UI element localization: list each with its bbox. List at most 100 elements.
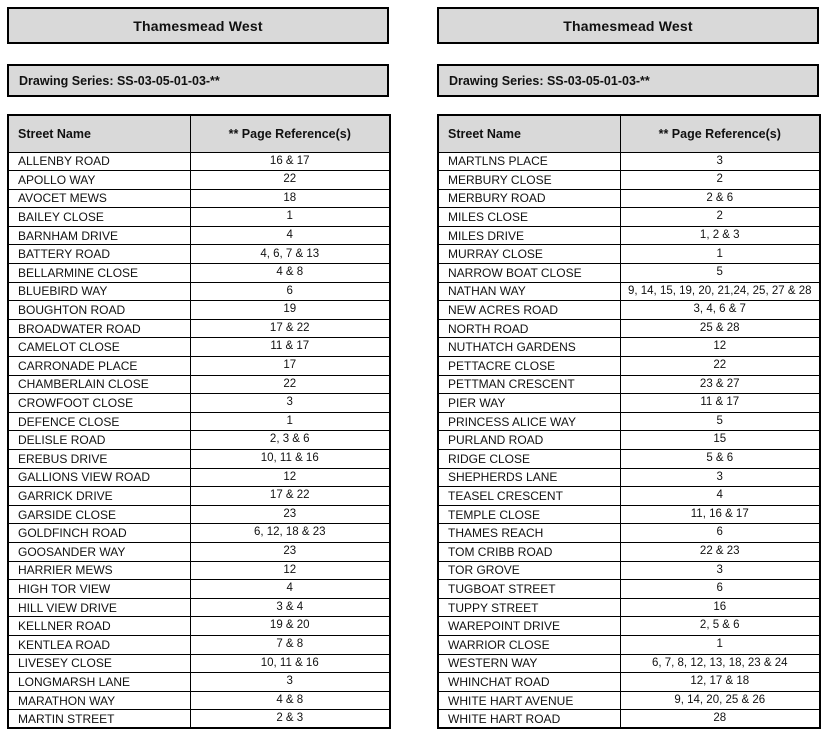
table-header-row: Street Name ** Page Reference(s)	[437, 114, 821, 153]
street-name-cell: MARATHON WAY	[7, 690, 191, 711]
column-header-street-name: Street Name	[437, 114, 621, 153]
table-row: PURLAND ROAD 15	[437, 430, 821, 450]
table-row: HIGH TOR VIEW 4	[7, 579, 391, 599]
panel-right: Thamesmead West Drawing Series: SS-03-05…	[437, 7, 821, 730]
page-reference-cell: 1	[189, 411, 391, 432]
page-reference-cell: 6	[619, 523, 821, 543]
street-name-cell: DELISLE ROAD	[7, 430, 191, 450]
page-reference-cell: 1	[619, 634, 821, 655]
street-name-cell: BLUEBIRD WAY	[7, 281, 191, 302]
page-reference-cell: 22	[189, 170, 391, 190]
table-row: GOOSANDER WAY 23	[7, 541, 391, 562]
table-row: BELLARMINE CLOSE 4 & 8	[7, 263, 391, 283]
table-row: TEMPLE CLOSE 11, 16 & 17	[437, 504, 821, 525]
table-row: BROADWATER ROAD 17 & 22	[7, 318, 391, 339]
page-reference-cell: 11 & 17	[619, 393, 821, 413]
street-name-cell: LIVESEY CLOSE	[7, 653, 191, 674]
table-row: CAMELOT CLOSE 11 & 17	[7, 337, 391, 358]
page-reference-cell: 12, 17 & 18	[619, 672, 821, 692]
column-header-page-references: ** Page Reference(s)	[189, 114, 391, 153]
table-row: KENTLEA ROAD 7 & 8	[7, 634, 391, 655]
page-reference-cell: 4, 6, 7 & 13	[189, 244, 391, 265]
table-row: DEFENCE CLOSE 1	[7, 411, 391, 432]
table-row: MERBURY CLOSE 2	[437, 170, 821, 190]
table-row: TOM CRIBB ROAD 22 & 23	[437, 541, 821, 562]
page-reference-cell: 16 & 17	[189, 151, 391, 172]
street-name-cell: WHINCHAT ROAD	[437, 672, 621, 692]
street-name-cell: TOR GROVE	[437, 560, 621, 581]
table-row: CHAMBERLAIN CLOSE 22	[7, 374, 391, 395]
page-reference-cell: 22 & 23	[619, 541, 821, 562]
table-row: TOR GROVE 3	[437, 560, 821, 581]
table-row: BATTERY ROAD 4, 6, 7 & 13	[7, 244, 391, 265]
page-reference-cell: 9, 14, 20, 25 & 26	[619, 690, 821, 711]
street-name-cell: BOUGHTON ROAD	[7, 300, 191, 320]
page-reference-cell: 2, 3 & 6	[189, 430, 391, 450]
street-name-cell: APOLLO WAY	[7, 170, 191, 190]
street-name-cell: PURLAND ROAD	[437, 430, 621, 450]
page-reference-cell: 11, 16 & 17	[619, 504, 821, 525]
street-name-cell: GOOSANDER WAY	[7, 541, 191, 562]
street-name-cell: TOM CRIBB ROAD	[437, 541, 621, 562]
column-header-page-references: ** Page Reference(s)	[619, 114, 821, 153]
street-name-cell: NEW ACRES ROAD	[437, 300, 621, 320]
street-name-cell: WHITE HART ROAD	[437, 709, 621, 729]
page-reference-cell: 19	[189, 300, 391, 320]
page-reference-cell: 6	[189, 281, 391, 302]
table-row: CARRONADE PLACE 17	[7, 356, 391, 376]
page-reference-cell: 10, 11 & 16	[189, 449, 391, 469]
page-reference-cell: 5	[619, 411, 821, 432]
page-reference-cell: 2	[619, 170, 821, 190]
street-name-cell: PETTACRE CLOSE	[437, 356, 621, 376]
table-row: GOLDFINCH ROAD 6, 12, 18 & 23	[7, 523, 391, 543]
street-name-cell: MARTLNS PLACE	[437, 151, 621, 172]
page-reference-cell: 17	[189, 356, 391, 376]
page-reference-cell: 23	[189, 504, 391, 525]
page-reference-cell: 22	[189, 374, 391, 395]
page-title: Thamesmead West	[437, 7, 819, 44]
table-row: NORTH ROAD 25 & 28	[437, 318, 821, 339]
page-reference-cell: 2, 5 & 6	[619, 616, 821, 636]
table-row: GARRICK DRIVE 17 & 22	[7, 486, 391, 506]
table-row: KELLNER ROAD 19 & 20	[7, 616, 391, 636]
street-name-cell: GARRICK DRIVE	[7, 486, 191, 506]
street-name-cell: GALLIONS VIEW ROAD	[7, 467, 191, 488]
table-body: MARTLNS PLACE 3 MERBURY CLOSE 2 MERBURY ROAD…	[437, 151, 821, 729]
page-reference-cell: 6, 7, 8, 12, 13, 18, 23 & 24	[619, 653, 821, 674]
page-reference-cell: 4	[619, 486, 821, 506]
street-name-cell: WESTERN WAY	[437, 653, 621, 674]
table-row: MURRAY CLOSE 1	[437, 244, 821, 265]
street-name-cell: THAMES REACH	[437, 523, 621, 543]
street-name-cell: WHITE HART AVENUE	[437, 690, 621, 711]
page-reference-cell: 17 & 22	[189, 486, 391, 506]
street-name-cell: CHAMBERLAIN CLOSE	[7, 374, 191, 395]
table-row: PRINCESS ALICE WAY 5	[437, 411, 821, 432]
street-name-cell: GOLDFINCH ROAD	[7, 523, 191, 543]
street-name-cell: BELLARMINE CLOSE	[7, 263, 191, 283]
street-name-cell: PETTMAN CRESCENT	[437, 374, 621, 395]
street-name-cell: MERBURY CLOSE	[437, 170, 621, 190]
table-row: MERBURY ROAD 2 & 6	[437, 188, 821, 209]
page-reference-cell: 1, 2 & 3	[619, 225, 821, 246]
street-name-cell: WAREPOINT DRIVE	[437, 616, 621, 636]
table-row: TUGBOAT STREET 6	[437, 579, 821, 599]
street-name-cell: TEASEL CRESCENT	[437, 486, 621, 506]
street-name-cell: CROWFOOT CLOSE	[7, 393, 191, 413]
page-title: Thamesmead West	[7, 7, 389, 44]
table-row: MARTIN STREET 2 & 3	[7, 709, 391, 729]
street-name-cell: TUGBOAT STREET	[437, 579, 621, 599]
page-reference-cell: 18	[189, 188, 391, 209]
table-row: MILES CLOSE 2	[437, 207, 821, 227]
street-name-cell: MERBURY ROAD	[437, 188, 621, 209]
street-name-cell: MARTIN STREET	[7, 709, 191, 729]
page-reference-cell: 4	[189, 579, 391, 599]
page-reference-cell: 23 & 27	[619, 374, 821, 395]
street-name-cell: BARNHAM DRIVE	[7, 225, 191, 246]
street-name-cell: HILL VIEW DRIVE	[7, 597, 191, 618]
table-body: ALLENBY ROAD 16 & 17 APOLLO WAY 22 AVOCET ME…	[7, 151, 391, 729]
street-name-cell: NATHAN WAY	[437, 281, 621, 302]
table-row: BLUEBIRD WAY 6	[7, 281, 391, 302]
street-name-cell: KENTLEA ROAD	[7, 634, 191, 655]
street-name-cell: SHEPHERDS LANE	[437, 467, 621, 488]
page-reference-cell: 12	[189, 467, 391, 488]
